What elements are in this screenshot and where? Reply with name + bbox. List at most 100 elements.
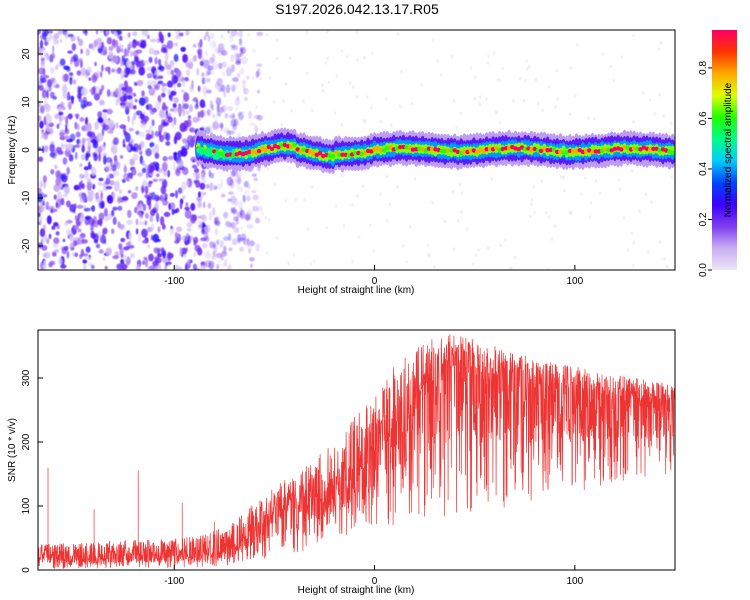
spectrogram-noise-blob [221, 61, 227, 68]
spectrogram-signal-cell [410, 147, 416, 152]
spectrogram-noise-blob [244, 214, 251, 221]
spectrogram-speckle [632, 241, 635, 245]
spectrogram-speckle [563, 189, 566, 193]
spectrogram-noise-blob [119, 36, 123, 41]
spectrogram-noise-blob [69, 77, 73, 85]
spectrogram-speckle [658, 93, 661, 97]
spectrogram-speckle [612, 79, 615, 82]
spectrogram-noise-blob [192, 263, 197, 270]
spectrogram-noise-blob [53, 184, 60, 192]
spectrogram-noise-blob [144, 258, 149, 267]
spectrogram-noise-blob [77, 228, 82, 233]
spectrogram-speckle [288, 166, 291, 170]
spectrogram-noise-blob [43, 132, 48, 140]
spectrogram-signal-cell [548, 147, 553, 153]
spectrogram-noise-blob [135, 264, 141, 270]
spectrogram-noise-blob [197, 111, 201, 118]
spectrogram-speckle [623, 216, 626, 220]
spectrogram-noise-blob [249, 122, 256, 126]
spectrogram-noise-blob [69, 72, 74, 77]
spectrogram-noise-blob [59, 132, 65, 137]
spectrogram-speckle [472, 262, 475, 266]
spectrogram-noise-blob [257, 67, 261, 77]
spectrogram-noise-blob [148, 180, 153, 184]
spectrogram-speckle [349, 82, 352, 85]
spectrogram-noise-blob [163, 211, 171, 217]
spectrogram-signal-cell [401, 144, 406, 150]
spectrogram-speckle [302, 100, 305, 104]
spectrogram-noise-blob [173, 53, 179, 62]
spectrogram-noise-blob [158, 124, 163, 133]
spectrogram-noise-blob [98, 218, 103, 227]
spectrogram-noise-blob [171, 120, 175, 128]
spectrogram-signal-cell [487, 146, 493, 152]
snr-y-tick-label: 100 [21, 497, 32, 514]
spectrogram-speckle [372, 249, 375, 253]
spectrogram-noise-blob [256, 31, 264, 37]
spectrogram-noise-blob [190, 236, 194, 240]
spectrogram-speckle [631, 169, 634, 173]
spectrogram-noise-blob [207, 202, 212, 209]
spectrogram-noise-blob [111, 164, 117, 172]
spectrogram-noise-blob [143, 234, 147, 239]
spectrogram-noise-blob [143, 256, 148, 261]
spectrogram-noise-blob [131, 146, 137, 152]
spectrogram-speckle [474, 75, 477, 79]
spectrogram-speckle [660, 41, 663, 44]
colorbar-ticks: 0.0 0.2 0.4 0.6 0.8 [698, 61, 712, 277]
spectrogram-noise-blob [88, 77, 92, 81]
spectrogram-noise-blob [126, 95, 133, 100]
spectrogram-noise-blob [193, 252, 197, 257]
spectrogram-noise-blob [171, 209, 175, 216]
spectrogram-noise-blob [166, 88, 171, 96]
spectrogram-noise-blob [236, 227, 240, 234]
spectrogram-noise-blob [215, 47, 219, 54]
spectrogram-noise-blob [162, 223, 166, 230]
spectrogram-noise-blob [100, 191, 103, 201]
spectrogram-speckle [424, 129, 427, 133]
spectrogram-noise-blob [86, 153, 91, 158]
spectrogram-speckle [653, 112, 656, 116]
spectrogram-signal-cell [263, 148, 268, 153]
spectrogram-speckle [287, 261, 290, 265]
spectrogram-noise-blob [112, 206, 118, 211]
spectrogram-speckle [568, 112, 571, 116]
spectrogram-speckle [479, 95, 482, 99]
spectrogram-noise-blob [102, 124, 110, 131]
spectrogram-signal-onset [196, 146, 205, 154]
spectrogram-speckle [405, 260, 408, 264]
spectrogram-noise-blob [145, 133, 151, 140]
spectrogram-noise-blob [146, 34, 150, 40]
spectrogram-noise-blob [127, 115, 130, 123]
spectrogram-speckle [496, 78, 499, 81]
spectrogram-speckle [397, 32, 400, 36]
spectrogram-noise-blob [156, 212, 160, 223]
spectrogram-noise-blob [99, 144, 106, 152]
spectrogram-noise-blob [119, 247, 124, 256]
spectrogram-noise-blob [112, 170, 120, 177]
spectrogram-signal-cell [221, 152, 227, 158]
spectrogram-noise-blob [63, 65, 70, 71]
spectrogram-noise-blob [250, 263, 253, 268]
spectrogram-noise-blob [106, 37, 113, 45]
spectrogram-noise-blob [39, 39, 44, 49]
spectrogram-noise-blob [256, 63, 263, 67]
spectrogram-noise-blob [131, 192, 138, 200]
spectrogram-noise-blob [94, 121, 99, 130]
spectrogram-speckle [280, 123, 283, 127]
spectrogram-noise-blob [174, 240, 180, 244]
spectrogram-noise-blob [147, 265, 150, 270]
spectrogram-noise-blob [156, 173, 160, 178]
spectrogram-noise-blob [203, 191, 207, 196]
spectrogram-noise-blob [226, 130, 231, 136]
spectrogram-noise-blob [191, 80, 194, 89]
spectrogram-noise-blob [149, 215, 154, 223]
spectrogram-speckle [534, 78, 537, 82]
spectrogram-speckle [580, 192, 583, 196]
spectrogram-noise-blob [204, 126, 211, 135]
spectrogram-speckle [268, 218, 271, 222]
spectrogram-noise-blob [60, 197, 65, 206]
spectrogram-noise-blob [147, 164, 154, 174]
spectrogram-speckle [275, 236, 278, 240]
